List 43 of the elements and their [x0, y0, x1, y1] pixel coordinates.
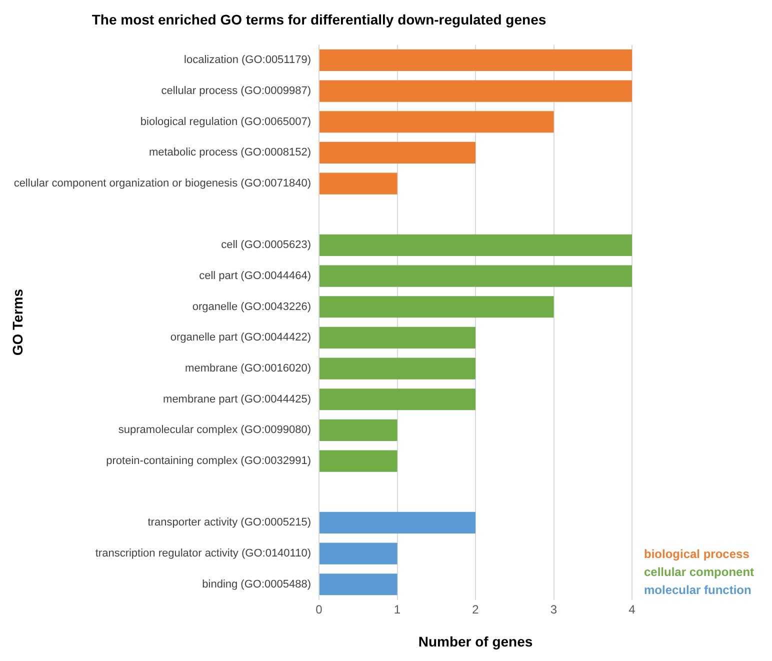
y-tick-label: transporter activity (GO:0005215) [148, 516, 311, 529]
x-tick-label: 4 [628, 602, 636, 616]
bar [320, 80, 632, 102]
y-tick-label: metabolic process (GO:0008152) [148, 146, 311, 159]
y-tick-label: cell part (GO:0044464) [199, 270, 311, 282]
chart-title: The most enriched GO terms for differentially down-regulated genes [92, 11, 546, 28]
y-tick-label: biological regulation (GO:0065007) [140, 116, 311, 128]
bar [320, 142, 476, 164]
y-tick-label: cellular component organization or biogenesis (GO:0071840) [14, 178, 311, 190]
bar [320, 419, 398, 442]
bar [320, 512, 476, 534]
x-axis-title: Number of genes [418, 633, 533, 650]
y-tick-label: membrane (GO:0016020) [185, 362, 311, 375]
bar [320, 265, 632, 287]
bar [320, 450, 398, 472]
bar [320, 388, 476, 410]
y-tick-label: membrane part (GO:0044425) [163, 393, 311, 406]
y-tick-label: supramolecular complex (GO:0099080) [118, 424, 311, 436]
x-tick-label: 3 [550, 602, 558, 616]
text: molecular function [644, 583, 752, 598]
x-tick-label: 2 [472, 602, 480, 616]
y-tick-label: protein-containing complex (GO:0032991) [106, 455, 311, 468]
bar [320, 326, 476, 349]
bar [320, 49, 632, 72]
x-tick-label: 0 [316, 602, 323, 616]
y-tick-label: transcription regulator activity (GO:0140110) [95, 548, 311, 560]
y-tick-label: cell (GO:0005623) [221, 239, 311, 252]
bar [320, 574, 398, 596]
bar [320, 296, 554, 318]
y-tick-label: organelle part (GO:0044422) [170, 332, 311, 344]
text: cellular component [644, 565, 754, 580]
x-tick-label: 1 [394, 602, 401, 616]
y-axis-title: GO Terms [9, 288, 26, 356]
bar [320, 358, 476, 380]
y-tick-label: cellular process (GO:0009987) [161, 85, 311, 98]
y-tick-label: binding (GO:0005488) [202, 578, 311, 590]
text: biological process [644, 547, 750, 562]
bar [320, 234, 632, 256]
bar [320, 542, 398, 564]
y-tick-label: organelle (GO:0043226) [192, 300, 311, 313]
bar [320, 172, 398, 194]
bar [320, 111, 554, 133]
y-tick-label: localization (GO:0051179) [184, 54, 311, 66]
